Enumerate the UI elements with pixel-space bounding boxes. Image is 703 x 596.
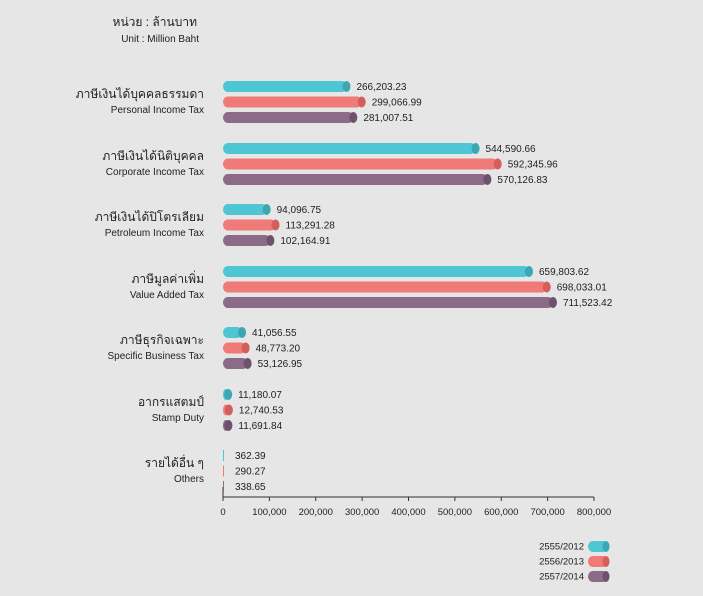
bar-end-cap [548, 297, 557, 308]
x-tick-label: 700,000 [530, 507, 564, 518]
data-label: 41,056.55 [252, 328, 297, 339]
category-label-th: ภาษีเงินได้บุคคลธรรมดา [76, 87, 204, 102]
data-label: 11,691.84 [238, 421, 282, 432]
unit-label-th: หน่วย : ล้านบาท [113, 15, 198, 29]
legend: 2555/2012 2556/2013 2557/2014 [539, 541, 610, 583]
legend-label: 2555/2012 [539, 542, 584, 553]
category-label-th: ภาษีมูลค่าเพิ่ม [131, 270, 204, 287]
data-label: 659,803.62 [539, 267, 589, 278]
bar-end-cap [471, 143, 480, 154]
category-label-th: ภาษีธุรกิจเฉพาะ [120, 333, 204, 348]
data-label: 266,203.23 [356, 82, 406, 93]
category-label-th: ภาษีเงินได้นิติบุคคล [102, 149, 204, 164]
data-label: 113,291.28 [286, 221, 336, 232]
data-label: 698,033.01 [557, 283, 607, 294]
bar [223, 481, 224, 492]
data-label: 711,523.42 [563, 298, 613, 309]
legend-swatch-cap [602, 541, 610, 552]
bar [223, 204, 267, 215]
category-label-en: Others [174, 474, 204, 485]
bar [223, 174, 488, 185]
legend-swatch-cap [602, 571, 610, 582]
category-label-th: รายได้อื่น ๆ [145, 454, 204, 470]
x-tick-label: 100,000 [252, 507, 286, 518]
bar [223, 450, 224, 461]
data-label: 290.27 [235, 467, 266, 478]
bar-end-cap [224, 404, 233, 416]
value-labels: 266,203.23 299,066.99 281,007.51 544,590.66… [235, 82, 613, 493]
legend-label: 2557/2014 [539, 572, 584, 583]
bar-end-cap [243, 358, 252, 369]
bar-end-cap [271, 219, 280, 231]
bar-end-cap [342, 81, 351, 92]
category-labels: ภาษีเงินได้บุคคลธรรมดา Personal Income Ta… [76, 87, 204, 485]
category-label-en: Specific Business Tax [107, 351, 204, 362]
x-tick-label: 600,000 [484, 507, 518, 518]
bar-end-cap [493, 158, 502, 170]
data-label: 281,007.51 [363, 113, 413, 124]
category-label-en: Value Added Tax [130, 290, 204, 301]
x-tick-label: 800,000 [577, 507, 611, 518]
bar [223, 235, 271, 246]
data-label: 299,066.99 [372, 98, 422, 109]
bars [223, 81, 557, 492]
category-label-th: ภาษีเงินได้ปิโตรเลียม [95, 210, 204, 224]
bar [223, 143, 476, 154]
data-label: 11,180.07 [238, 390, 282, 401]
bar-end-cap [266, 235, 275, 246]
bar-end-cap [241, 342, 250, 354]
data-label: 53,126.95 [258, 359, 303, 370]
bar-end-cap [262, 204, 271, 215]
x-tick-label: 200,000 [299, 507, 333, 518]
category-label-en: Stamp Duty [152, 413, 204, 424]
bar [223, 112, 354, 123]
x-tick-label: 300,000 [345, 507, 379, 518]
bar-end-cap [224, 420, 233, 431]
category-label-en: Personal Income Tax [111, 105, 204, 116]
bar [223, 158, 498, 170]
bar-end-cap [224, 389, 233, 400]
data-label: 362.39 [235, 451, 266, 462]
x-axis: 0 100,000 200,000 300,000 400,000 500,000 600,… [220, 487, 611, 518]
bar-end-cap [483, 174, 492, 185]
category-label-en: Petroleum Income Tax [105, 228, 204, 239]
unit-label-en: Unit : Million Baht [121, 34, 199, 45]
bar-end-cap [357, 96, 366, 108]
data-label: 592,345.96 [508, 160, 558, 171]
data-label: 12,740.53 [239, 406, 284, 417]
category-label-th: อากรแสตมป์ [138, 395, 204, 409]
bar-end-cap [542, 281, 551, 293]
bar [223, 327, 243, 338]
data-label: 544,590.66 [486, 144, 536, 155]
bar-end-cap [349, 112, 358, 123]
category-label-en: Corporate Income Tax [106, 167, 204, 178]
bar [223, 297, 553, 308]
x-tick-label: 500,000 [438, 507, 472, 518]
bar [223, 281, 547, 293]
legend-swatch-cap [602, 556, 610, 567]
x-tick-label: 400,000 [391, 507, 425, 518]
data-label: 338.65 [235, 482, 266, 493]
bar-end-cap [524, 266, 533, 277]
bar [223, 465, 224, 477]
data-label: 102,164.91 [280, 236, 330, 247]
data-label: 94,096.75 [277, 205, 322, 216]
bar-end-cap [238, 327, 247, 338]
legend-label: 2556/2013 [539, 557, 584, 568]
bar [223, 219, 276, 231]
bar [223, 81, 347, 92]
data-label: 570,126.83 [497, 175, 547, 186]
bar [223, 342, 246, 354]
x-tick-label: 0 [220, 507, 225, 518]
bar [223, 96, 362, 108]
bar [223, 266, 529, 277]
data-label: 48,773.20 [256, 344, 301, 355]
bar [223, 358, 248, 369]
